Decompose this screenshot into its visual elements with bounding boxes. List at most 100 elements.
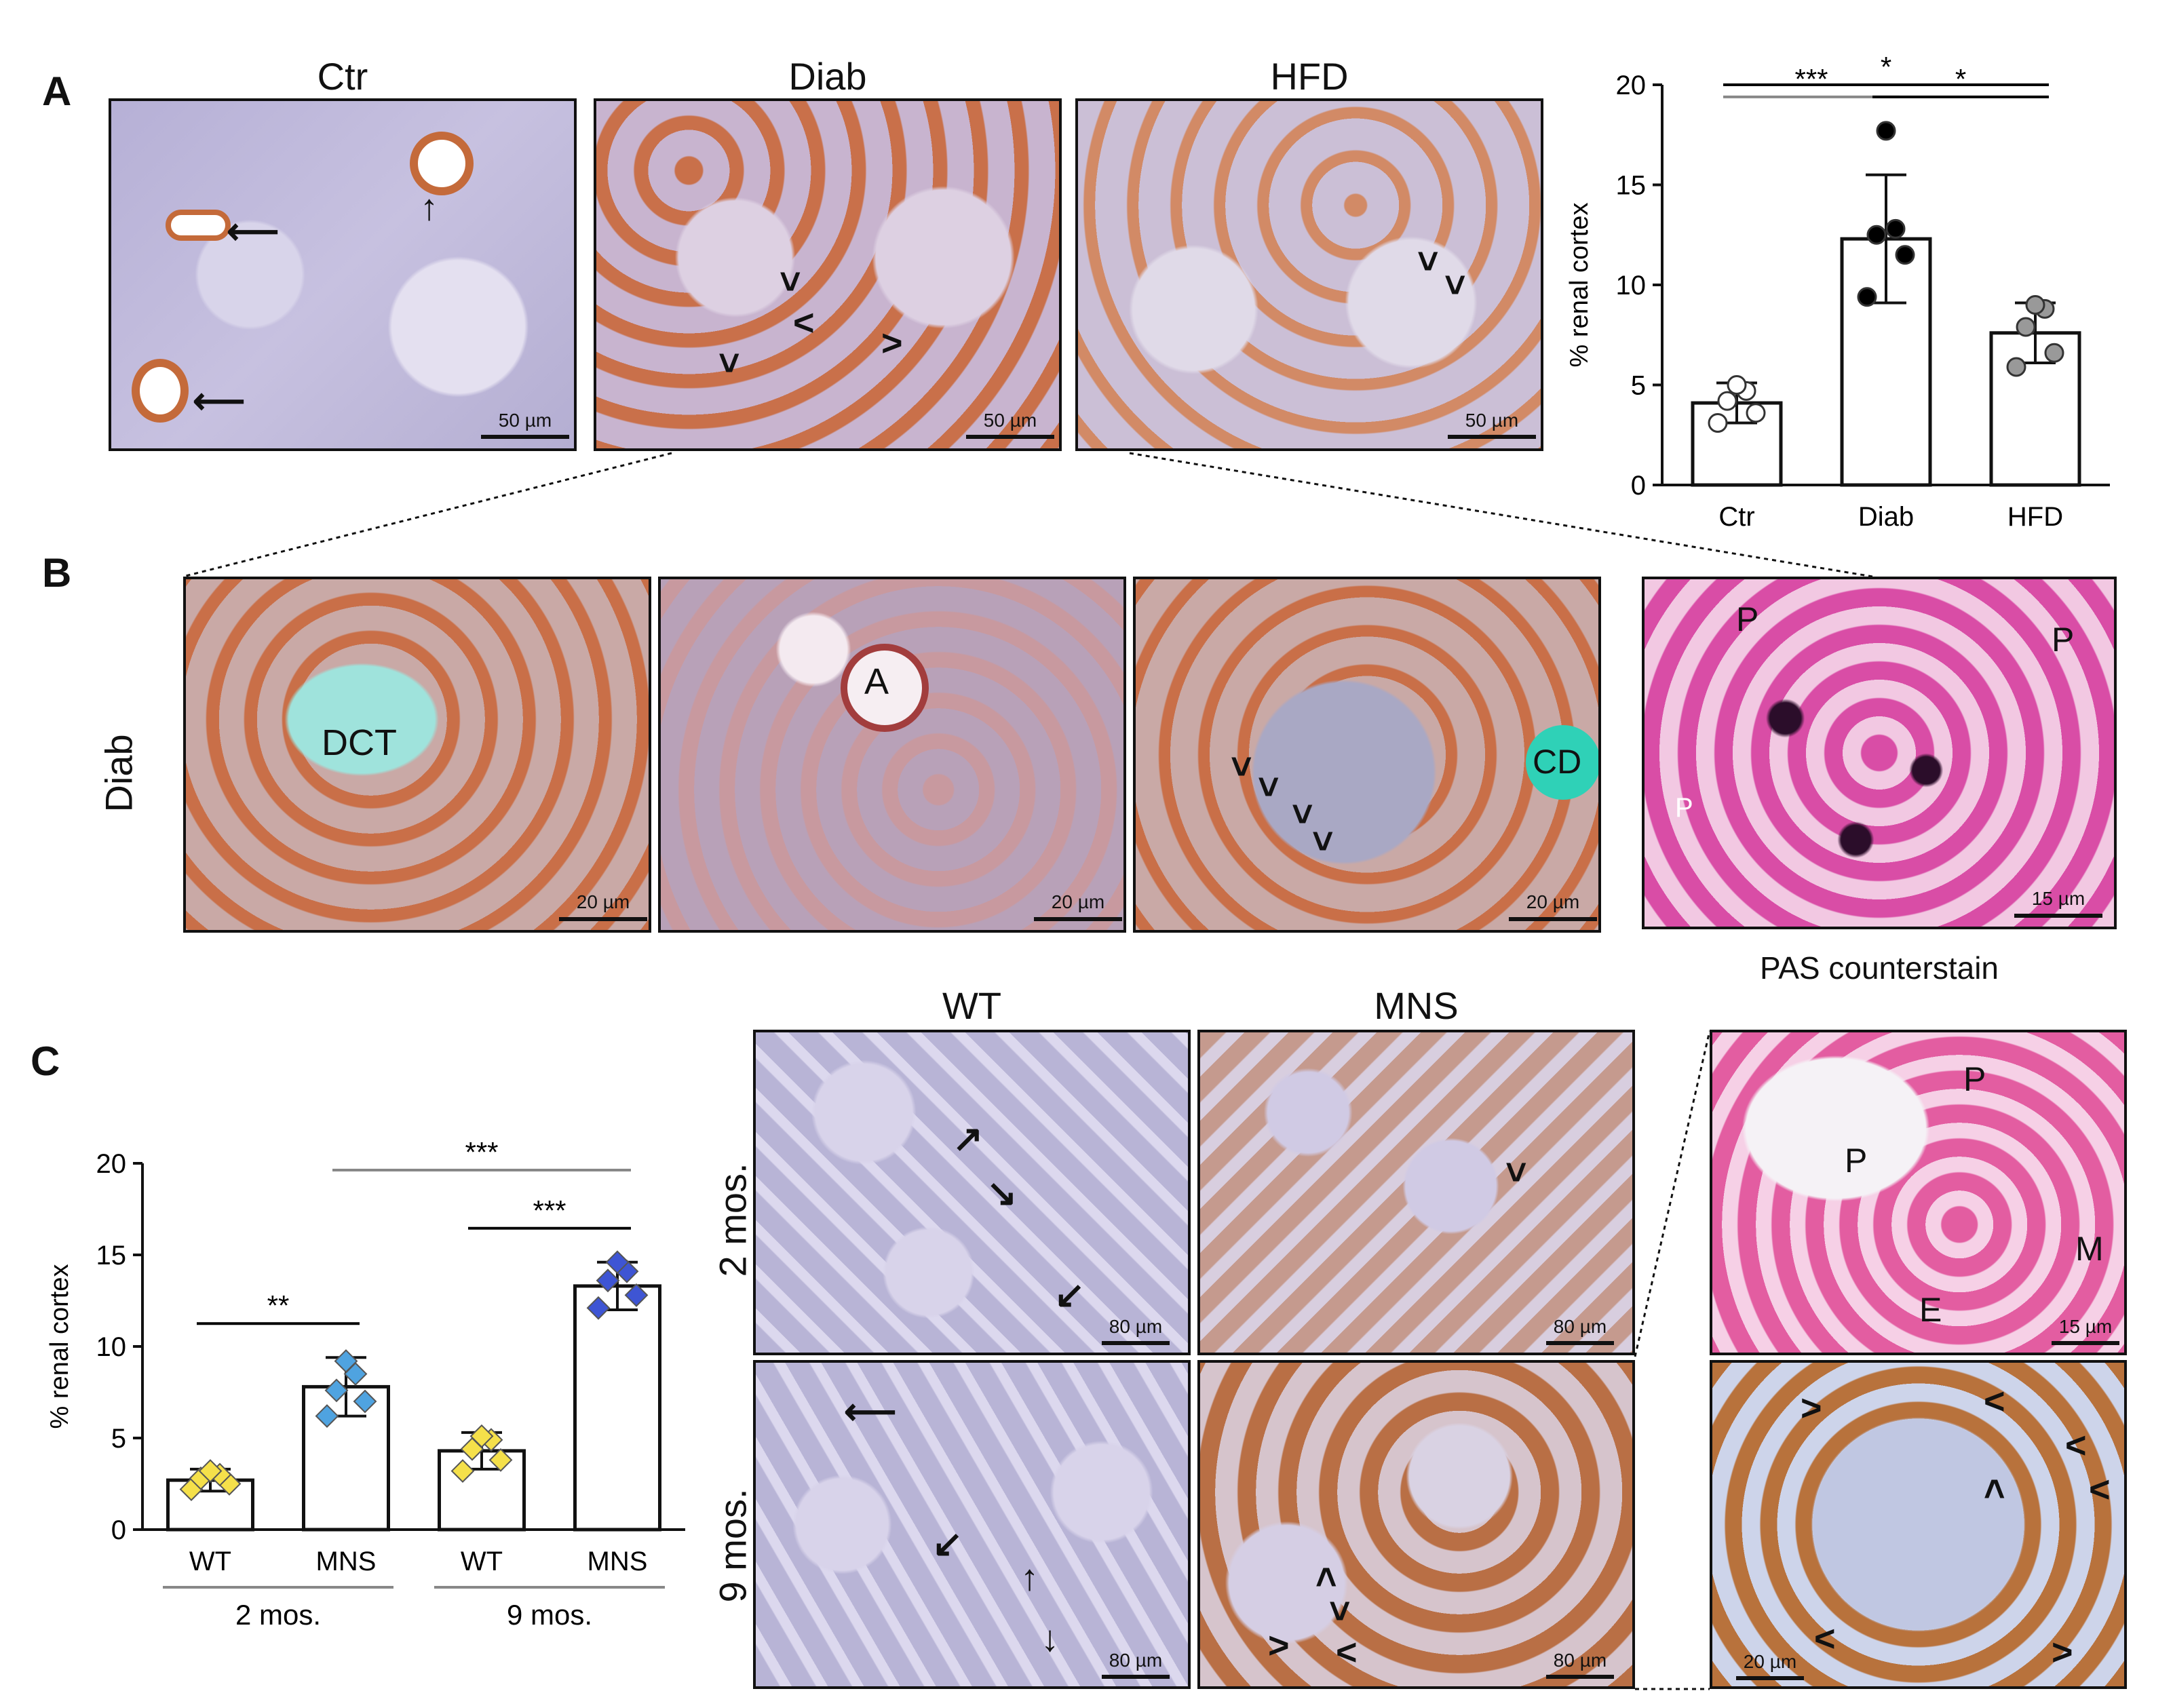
scale-bar-label: 20 µm (1051, 891, 1105, 912)
arrowhead-icon: ˅ (1231, 747, 1252, 788)
x-tick-label: MNS (316, 1547, 377, 1576)
data-point (488, 1448, 513, 1472)
data-point (2025, 295, 2045, 315)
arrowhead-icon: ˃ (1268, 1625, 1290, 1666)
arrowhead-icon: ˅ (1329, 1591, 1351, 1632)
panel-b-letter: B (42, 550, 72, 596)
y-tick-label: 20 (1616, 71, 1647, 100)
scale-bar-label: 80 µm (1553, 1316, 1607, 1337)
data-point (1885, 218, 1906, 239)
significance-label: *** (533, 1195, 566, 1226)
data-point (2016, 317, 2036, 337)
podocyte-label: P (1675, 793, 1693, 823)
scale-bar (2014, 914, 2102, 918)
micrograph-mns-pas-inset: P P M E 15 µm (1710, 1030, 2127, 1355)
x-tick-label: WT (461, 1547, 503, 1576)
significance-label: ** (267, 1289, 290, 1321)
arrowhead-icon: ˅ (1444, 265, 1466, 306)
micrograph-ctr: ⟵ ↑ ⟵ 50 µm (109, 98, 577, 451)
scale-bar-label: 50 µm (983, 410, 1037, 431)
x-tick-label: Diab (1858, 502, 1914, 532)
scale-bar-label: 50 µm (1465, 410, 1519, 431)
arrow-icon: ↙ (1054, 1275, 1085, 1315)
scale-bar (559, 917, 647, 921)
arrowhead-icon: ˅ (1258, 767, 1280, 808)
arrowhead-icon: ˂ (1984, 1381, 2005, 1422)
data-point (353, 1389, 377, 1414)
podocyte-label: P (1845, 1142, 1868, 1180)
scale-bar (1736, 1676, 1804, 1680)
data-point (1895, 245, 1915, 265)
arteriole-label: A (864, 661, 889, 702)
group-label: 9 mos. (507, 1599, 592, 1631)
arrowhead-icon: ˃ (881, 323, 903, 364)
arrowhead-icon: ˅ (718, 343, 740, 384)
data-point (469, 1424, 494, 1448)
arrowhead-icon: ˄ (1315, 1557, 1337, 1598)
arrow-icon: ⟵ (227, 211, 280, 252)
scale-bar (2052, 1341, 2119, 1345)
arrowhead-icon: ˂ (2089, 1469, 2111, 1510)
tubule-label: DCT (322, 722, 397, 763)
y-axis-label: % renal cortex (1565, 203, 1594, 368)
arrow-icon: ↑ (420, 187, 438, 228)
data-point (596, 1268, 620, 1293)
data-point (2006, 357, 2026, 377)
data-point (324, 1378, 349, 1403)
y-tick-label: 5 (1631, 371, 1646, 401)
x-tick-label: Ctr (1718, 502, 1754, 532)
arrowhead-icon: ˂ (1814, 1618, 1836, 1659)
micrograph-diab: ˅ ˂ ˅ ˃ 50 µm (594, 98, 1062, 451)
scale-bar-label: 20 µm (1743, 1651, 1797, 1672)
data-point (1717, 391, 1737, 411)
mesangial-label: M (2075, 1230, 2104, 1268)
data-point (2044, 343, 2064, 363)
scale-bar (1509, 917, 1597, 921)
panel-a-title-hfd: HFD (1270, 55, 1349, 98)
x-tick-label: WT (189, 1547, 231, 1576)
scale-bar-label: 15 µm (2058, 1316, 2113, 1337)
arrowhead-icon: ˂ (793, 303, 815, 343)
arrowhead-icon: ˅ (1417, 241, 1439, 282)
data-point (1866, 225, 1887, 245)
scale-bar (1102, 1341, 1170, 1345)
arrow-icon: ↑ (1020, 1557, 1039, 1598)
scale-bar (966, 435, 1054, 439)
y-axis-label: % renal cortex (45, 1264, 74, 1429)
data-point (1746, 403, 1766, 423)
arrow-icon: ↙ (932, 1523, 963, 1564)
collecting-duct-label: CD (1533, 743, 1582, 781)
micrograph-mns-2mos: ˅ 80 µm (1197, 1030, 1635, 1355)
arteriole-ring (841, 644, 929, 732)
arrowhead-icon: ˅ (780, 262, 801, 303)
pas-caption: PAS counterstain (1759, 950, 1999, 986)
y-tick-label: 5 (111, 1424, 126, 1454)
panel-a-title-diab: Diab (788, 55, 867, 98)
scale-bar-label: 15 µm (2031, 888, 2085, 909)
y-tick-label: 0 (111, 1515, 126, 1545)
scale-bar-label: 20 µm (1526, 891, 1580, 912)
data-point (1727, 375, 1747, 395)
scale-bar (1546, 1675, 1614, 1679)
micrograph-hfd: ˅ ˅ 50 µm (1075, 98, 1543, 451)
significance-label: *** (1794, 63, 1828, 95)
data-point (586, 1296, 611, 1320)
arrowhead-icon: ˅ (1505, 1152, 1527, 1193)
y-tick-label: 10 (96, 1332, 127, 1362)
arrowhead-icon: ˂ (2065, 1425, 2087, 1466)
micrograph-wt-9mos: ⟵ ↙ ↑ ↓ 80 µm (753, 1360, 1191, 1689)
arrowhead-icon: ˃ (1801, 1388, 1822, 1429)
podocyte-label: P (2052, 621, 2075, 659)
y-tick-label: 15 (96, 1241, 127, 1270)
panel-a-letter: A (42, 69, 72, 114)
stained-tubule (132, 359, 189, 423)
x-tick-label: HFD (2007, 502, 2063, 532)
scale-bar (1102, 1675, 1170, 1679)
arrow-icon: ↘ (986, 1173, 1018, 1214)
arrowhead-icon: ˃ (2052, 1632, 2073, 1673)
significance-label: * (1955, 63, 1966, 95)
micrograph-wt-2mos: ↗ ↘ ↙ 80 µm (753, 1030, 1191, 1355)
data-point (624, 1283, 649, 1307)
scale-bar (1034, 917, 1122, 921)
